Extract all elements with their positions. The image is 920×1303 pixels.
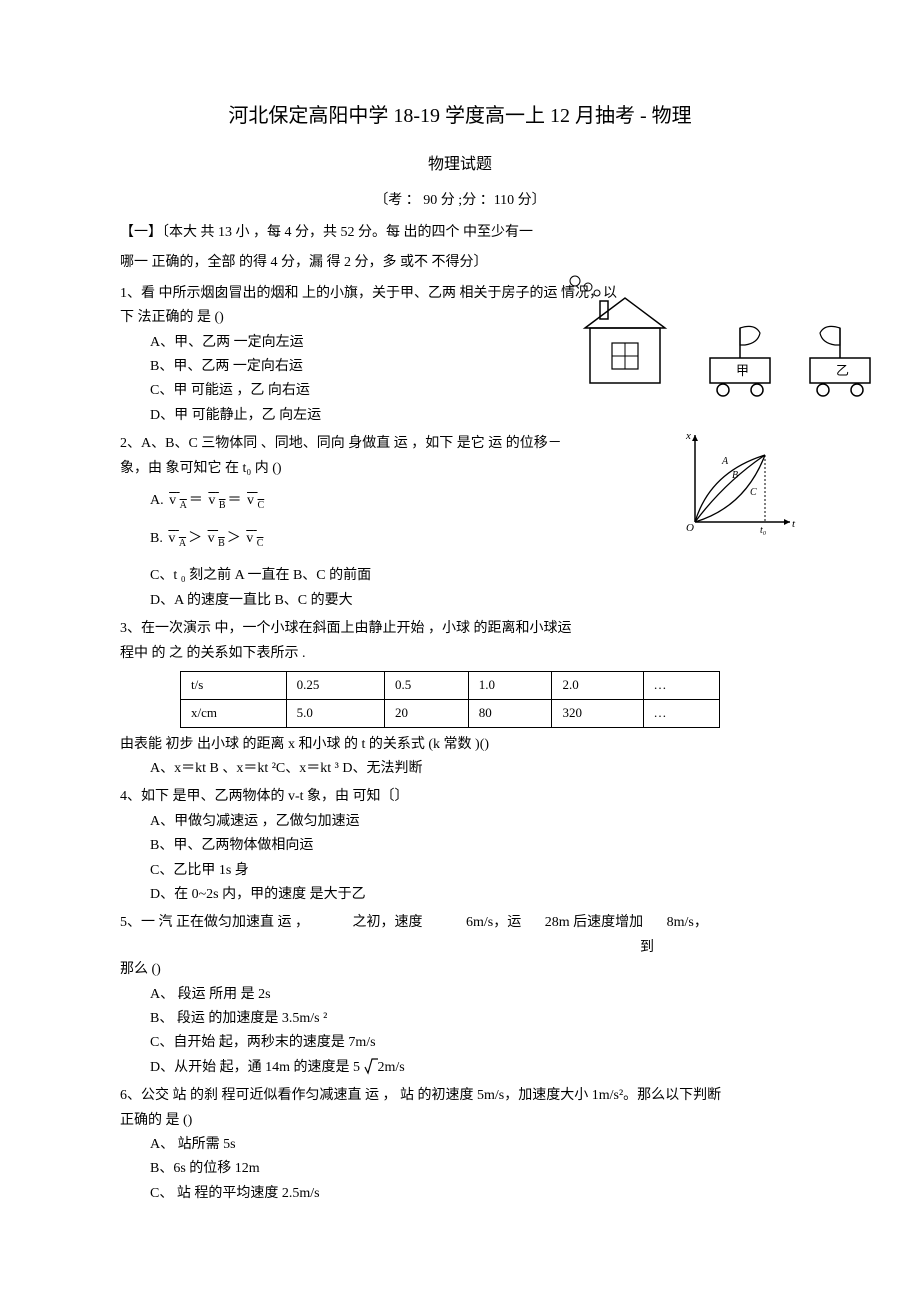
q4-option-a: A、甲做匀减速运 ，乙做匀加速运 — [120, 811, 800, 833]
q6-text-l2: 正确的 是 () — [120, 1110, 800, 1132]
q3-text-l3: 由表能 初步 出小球 的距离 x 和小球 的 t 的关系式 (k 常数 )() — [120, 734, 800, 756]
question-6: 6、公交 站 的刹 程可近似看作匀减速直 运 ， 站 的初速度 5m/s，加速度… — [120, 1085, 800, 1205]
table-row: t/s 0.25 0.5 1.0 2.0 … — [181, 672, 720, 700]
svg-text:t: t — [792, 518, 796, 530]
svg-text:A: A — [721, 456, 729, 467]
question-4: 4、如下 是甲、乙两物体的 v-t 象，由 可知〔〕 A、甲做匀减速运 ，乙做匀… — [120, 786, 800, 906]
exam-info: 〔考 ： 90 分 ;分 ：110 分〕 — [120, 190, 800, 212]
svg-text:x: x — [685, 430, 691, 442]
q5-text-l1: 5、一 汽 正在做匀加速直 运 ， 之初，速度 6m/s，运 28m 后速度增加… — [120, 912, 800, 934]
section-intro-line2: 哪一 正确的，全部 的得 4 分，漏 得 2 分，多 或不 不得分〕 — [120, 252, 800, 274]
car-label-left: 甲 — [736, 363, 749, 378]
q6-option-c: C、 站 程的平均速度 2.5m/s — [120, 1183, 800, 1205]
svg-text:B: B — [732, 470, 738, 481]
xt-graph-figure: t x O A B C t₀ — [680, 427, 800, 545]
q5-option-d: D、从开始 起，通 14m 的速度是 5 2m/s — [120, 1057, 800, 1079]
q4-option-b: B、甲、乙两物体做相向运 — [120, 835, 800, 857]
q6-option-a: A、 站所需 5s — [120, 1134, 800, 1156]
svg-text:O: O — [686, 522, 694, 534]
q6-option-b: B、6s 的位移 12m — [120, 1158, 800, 1180]
svg-text:C: C — [750, 487, 757, 498]
q2-option-c: C、t ₀ 刻之前 A 一直在 B、C 的前面 — [120, 565, 800, 587]
q3-data-table: t/s 0.25 0.5 1.0 2.0 … x/cm 5.0 20 80 32… — [180, 671, 720, 728]
subtitle: 物理试题 — [120, 152, 800, 178]
section-intro-line1: 【一】〔本大 共 13 小 ，每 4 分，共 52 分。每 出的四个 中至少有一 — [120, 222, 800, 244]
question-2: 2、A、B、C 三物体同 、同地、同向 身做直 运 ，如下 是它 运 的位移－ … — [120, 433, 800, 612]
sqrt-icon — [364, 1057, 378, 1079]
q6-text-l1: 6、公交 站 的刹 程可近似看作匀减速直 运 ， 站 的初速度 5m/s，加速度… — [120, 1085, 800, 1107]
car-label-right: 乙 — [836, 363, 849, 378]
q5-text-cont: 到 — [120, 937, 800, 959]
q3-text-l2: 程中 的 之 的关系如下表所示 . — [120, 643, 800, 665]
q5-option-c: C、自开始 起，两秒末的速度是 7m/s — [120, 1032, 800, 1054]
question-5: 5、一 汽 正在做匀加速直 运 ， 之初，速度 6m/s，运 28m 后速度增加… — [120, 912, 800, 1079]
page-title: 河北保定高阳中学 18-19 学度高一上 12 月抽考 - 物理 — [120, 100, 800, 132]
q4-text: 4、如下 是甲、乙两物体的 v-t 象，由 可知〔〕 — [120, 786, 800, 808]
q4-option-d: D、在 0~2s 内，甲的速度 是大于乙 — [120, 884, 800, 906]
q5-option-a: A、 段运 所用 是 2s — [120, 984, 800, 1006]
q5-option-b: B、 段运 的加速度是 3.5m/s ² — [120, 1008, 800, 1030]
q3-text-l1: 3、在一次演示 中，一个小球在斜面上由静止开始 ，小球 的距离和小球运 — [120, 618, 800, 640]
question-3: 3、在一次演示 中，一个小球在斜面上由静止开始 ，小球 的距离和小球运 程中 的… — [120, 618, 800, 780]
q2-option-d: D、A 的速度一直比 B、C 的要大 — [120, 590, 800, 612]
svg-text:t₀: t₀ — [760, 525, 767, 536]
question-1: 1、看 中所示烟囱冒出的烟和 上的小旗，关于甲、乙两 相关于房子的运 情况，以 … — [120, 283, 800, 427]
q5-text-l2: 那么 () — [120, 959, 800, 981]
q4-option-c: C、乙比甲 1s 身 — [120, 860, 800, 882]
house-smoke-figure: 甲 乙 — [540, 273, 880, 411]
q3-options: A、x＝kt B 、x＝kt ²C、x＝kt ³ D、无法判断 — [120, 758, 800, 780]
table-row: x/cm 5.0 20 80 320 … — [181, 699, 720, 727]
